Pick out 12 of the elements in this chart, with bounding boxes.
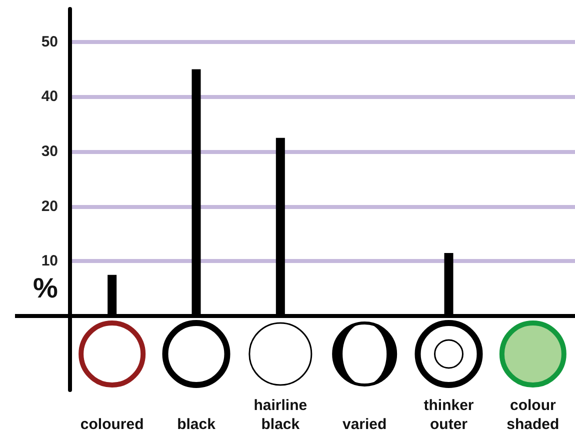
y-tick-label: 40 [41,88,58,106]
x-tick-label: colour shaded [506,397,560,433]
x-tick-label: coloured [80,416,144,433]
y-tick-label: 10 [41,252,58,270]
y-tick-label: 30 [41,143,58,160]
x-tick-label: black [177,416,216,433]
x-tick-label: hairline black [254,397,308,433]
y-tick-label: 50 [41,33,58,50]
x-tick-label: thinker outer [424,397,474,433]
y-axis-title: % [33,272,58,304]
x-tick-label: varied [342,416,387,433]
y-tick-label: 20 [41,198,58,215]
